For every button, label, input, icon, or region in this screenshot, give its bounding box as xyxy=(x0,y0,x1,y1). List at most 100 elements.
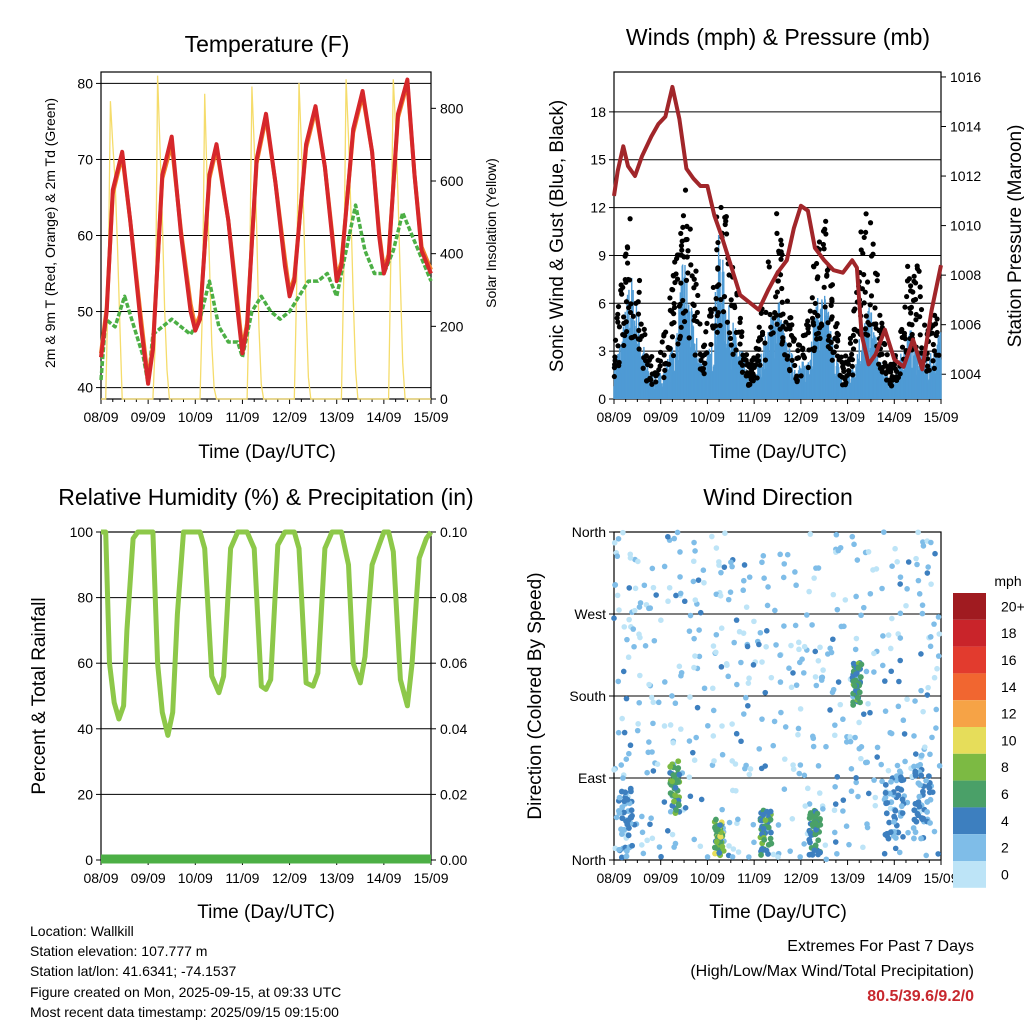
gust-point xyxy=(661,331,667,337)
colorbar-label: 2 xyxy=(1001,840,1009,856)
direction-point xyxy=(828,649,835,656)
direction-point xyxy=(797,706,804,712)
direction-point xyxy=(705,722,711,729)
direction-point xyxy=(899,796,906,803)
gust-point xyxy=(739,362,746,368)
direction-point xyxy=(675,758,682,765)
x-tick-label: 11/09 xyxy=(737,409,771,425)
direction-point xyxy=(860,604,867,611)
direction-point xyxy=(856,689,863,696)
direction-point xyxy=(809,851,816,858)
gust-point xyxy=(611,373,617,380)
direction-point xyxy=(911,816,918,823)
direction-point xyxy=(637,672,643,679)
direction-point xyxy=(628,788,634,795)
direction-point xyxy=(672,700,679,707)
gust-point xyxy=(902,304,908,310)
direction-point xyxy=(927,751,933,758)
colorbar-label: 10 xyxy=(1001,732,1017,748)
direction-point xyxy=(804,785,811,792)
gust-point xyxy=(926,367,932,373)
gust-point xyxy=(932,321,939,327)
direction-point xyxy=(919,610,926,617)
gust-point xyxy=(774,321,780,327)
gust-point xyxy=(901,333,907,339)
direction-point xyxy=(667,763,674,770)
gust-point xyxy=(793,376,799,382)
winds-panel: Winds (mph) & Pressure (mb) Time (Day/UT… xyxy=(547,24,1024,463)
gust-point xyxy=(757,362,763,368)
gust-point xyxy=(693,268,699,274)
direction-point xyxy=(653,592,659,598)
gust-point xyxy=(671,304,678,311)
direction-point xyxy=(744,643,751,650)
direction-point xyxy=(827,707,833,713)
direction-point xyxy=(847,734,853,740)
y2-tick-label: 0.06 xyxy=(440,655,467,671)
direction-point xyxy=(648,815,654,821)
x-tick-label: 14/09 xyxy=(877,870,912,886)
direction-point xyxy=(777,679,784,685)
gust-point xyxy=(640,365,646,371)
y-tick-label: 15 xyxy=(590,152,606,168)
direction-point xyxy=(729,787,736,794)
direction-point xyxy=(615,536,622,542)
direction-point xyxy=(716,562,722,568)
gust-point xyxy=(754,357,761,364)
direction-point xyxy=(770,851,777,858)
direction-point xyxy=(763,644,769,650)
direction-point xyxy=(654,761,661,767)
direction-point xyxy=(717,592,724,599)
direction-point xyxy=(882,831,889,838)
direction-point xyxy=(629,842,636,849)
humidity-title: Relative Humidity (%) & Precipitation (i… xyxy=(58,484,473,510)
gust-point xyxy=(670,287,676,293)
direction-point xyxy=(767,835,774,842)
gust-point xyxy=(834,330,840,336)
y-tick-label: 40 xyxy=(77,721,93,737)
gust-point xyxy=(861,271,867,278)
colorbar-label: 4 xyxy=(1001,813,1009,829)
direction-point xyxy=(928,539,934,546)
direction-point xyxy=(913,555,919,562)
direction-point xyxy=(722,530,728,537)
direction-point xyxy=(922,744,928,750)
direction-point xyxy=(899,810,906,816)
direction-point xyxy=(624,796,631,803)
gust-point xyxy=(934,329,940,336)
gust-point xyxy=(611,365,618,371)
direction-point xyxy=(787,848,793,854)
direction-point xyxy=(886,819,893,826)
y-tick-label: 0 xyxy=(598,391,606,407)
direction-point xyxy=(645,749,652,756)
gust-point xyxy=(924,356,931,362)
direction-point xyxy=(624,636,630,643)
gust-point xyxy=(671,300,677,307)
direction-point xyxy=(709,762,716,768)
gust-point xyxy=(774,289,780,295)
gust-point xyxy=(833,343,839,350)
direction-point xyxy=(626,825,632,831)
gust-point xyxy=(774,211,780,217)
direction-point xyxy=(756,746,763,752)
gust-point xyxy=(657,358,664,364)
direction-point xyxy=(911,807,918,814)
gust-point xyxy=(636,277,643,284)
gust-point xyxy=(802,332,808,338)
direction-point xyxy=(919,602,926,608)
direction-point xyxy=(762,689,769,696)
direction-point xyxy=(888,730,895,737)
direction-point xyxy=(924,570,931,576)
gust-point xyxy=(843,353,849,359)
direction-series xyxy=(611,529,943,863)
gust-point xyxy=(908,310,914,316)
gust-point xyxy=(853,338,859,344)
direction-point xyxy=(729,758,736,764)
gust-point xyxy=(801,353,807,359)
gust-point xyxy=(924,363,931,369)
direction-point xyxy=(802,803,809,809)
gust-point xyxy=(828,283,834,289)
gust-point xyxy=(653,379,659,385)
direction-point xyxy=(636,604,643,610)
direction-point xyxy=(697,843,704,850)
